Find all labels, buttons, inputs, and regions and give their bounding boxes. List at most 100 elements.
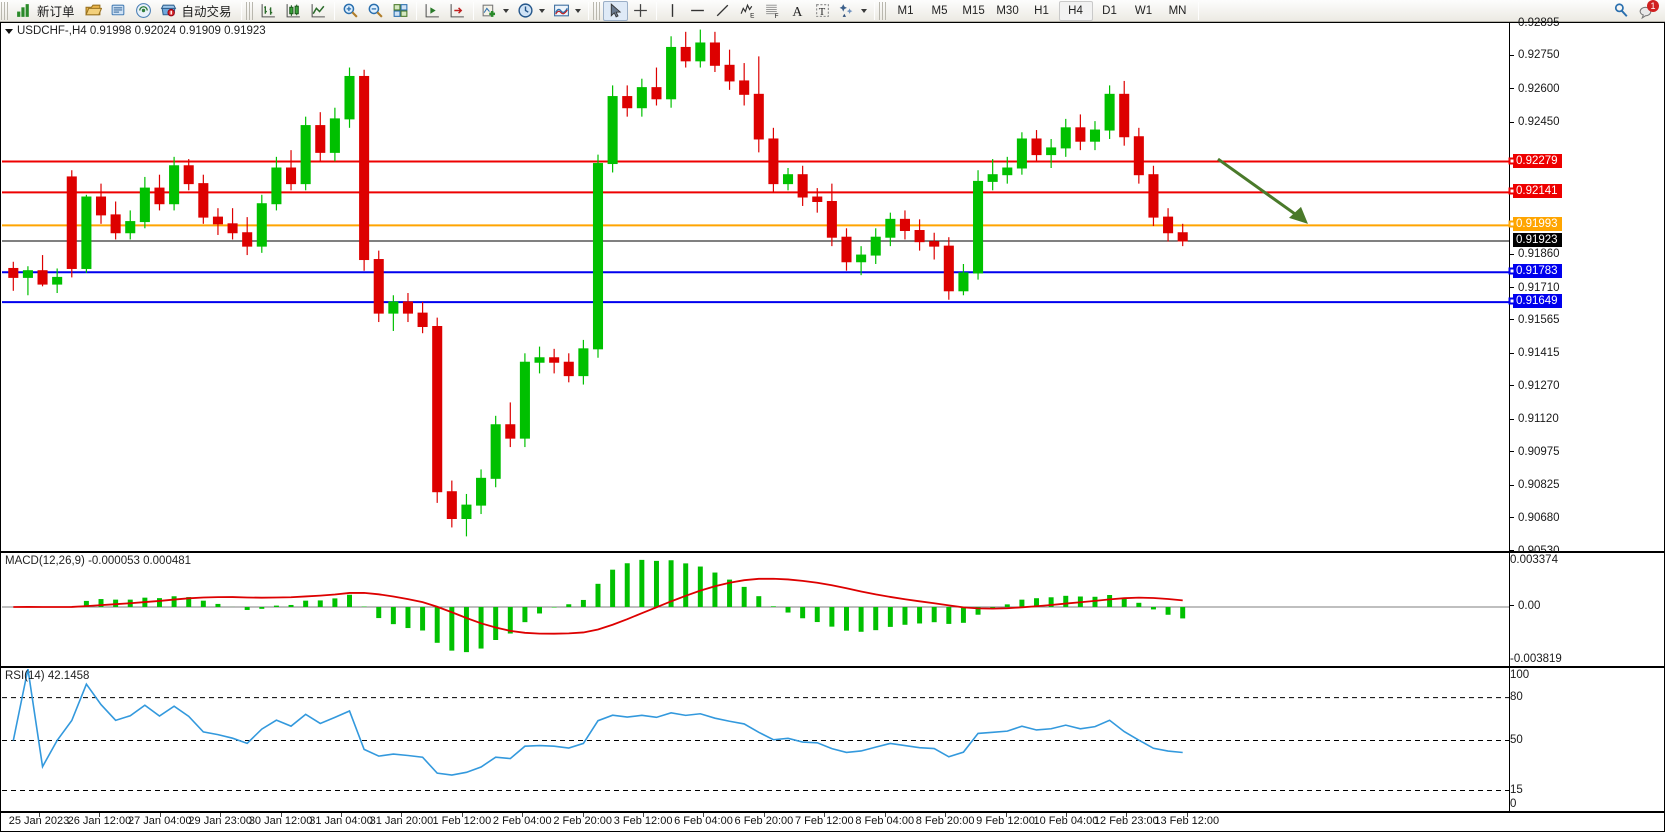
timeframe-h1[interactable]: H1 [1034,4,1049,17]
toolbar-separator [873,1,875,20]
price-tick: 0.90975 [1510,446,1560,458]
price-level-label-0.91993[interactable]: 0.91993 [1513,217,1562,232]
templates-button[interactable] [549,1,585,21]
toolbar-separator [587,1,589,20]
candlestick-chart-icon [286,4,300,18]
signals-button[interactable] [131,1,156,21]
price-plot-area[interactable] [2,24,1510,550]
chevron-down-icon[interactable] [860,8,867,13]
timeframe-d1[interactable]: D1 [1102,4,1117,17]
text-button[interactable]: A [785,1,810,21]
level-handle[interactable] [1508,220,1516,228]
time-tick: 30 Jan 12:00 [248,815,313,827]
chart-shift-icon [425,4,439,18]
timeframe-h4[interactable]: H4 [1058,0,1093,21]
auto-scroll-button[interactable] [445,1,470,21]
time-gridmark [159,813,161,817]
macd-plot-area[interactable] [2,554,1510,665]
timeframe-m30[interactable]: M30 [996,4,1019,17]
time-tick: 29 Jan 23:00 [188,815,253,827]
svg-text:F: F [774,13,778,19]
candlestick-series [2,29,1510,537]
price-level-label-0.91923[interactable]: 0.91923 [1513,233,1562,247]
time-axis[interactable]: 25 Jan 2023 26 Jan 12:00 27 Jan 04:00 29 Ja… [0,812,1665,832]
new-order-button[interactable]: 新订单 [11,1,81,21]
time-gridmark [945,813,947,817]
candlestick-chart-button[interactable] [281,1,306,21]
timeframe-mn[interactable]: MN [1168,4,1187,17]
chevron-down-icon[interactable] [574,8,581,13]
trendline-button[interactable] [710,1,735,21]
time-tick: 31 Jan 04:00 [309,815,373,827]
cursor-button[interactable] [602,0,628,21]
period-button[interactable] [513,1,549,21]
time-gridmark [1186,813,1188,817]
search-button[interactable] [1609,1,1634,21]
price-level-label-0.92279[interactable]: 0.92279 [1513,153,1562,168]
rsi-panel[interactable]: RSI(14) 42.1458 100 80 50 15 0 [0,667,1665,812]
price-level-label-0.91649[interactable]: 0.91649 [1513,294,1562,309]
time-tick: 2 Feb 20:00 [553,815,613,827]
level-handle[interactable] [1508,187,1516,195]
level-handle[interactable] [1508,157,1516,165]
price-panel[interactable]: USDCHF-,H4 0.91998 0.92024 0.91909 0.919… [0,17,1665,557]
rsi-tick: 0 [1510,798,1517,810]
timeframe-m5[interactable]: M5 [931,4,948,17]
zoom-in-icon [343,3,358,18]
time-tick: 12 Feb 23:00 [1093,815,1159,827]
price-tick: 0.92450 [1510,116,1560,128]
macd-panel[interactable]: MACD(12,26,9) -0.000053 0.000481 0.00337… [0,552,1665,667]
price-tick: 0.91565 [1510,314,1560,326]
chevron-down-icon[interactable] [502,8,509,13]
fibonacci-button[interactable]: F [760,1,785,21]
price-tick: 0.90825 [1510,479,1560,491]
time-gridmark [99,813,101,817]
vertical-line-button[interactable] [660,1,685,21]
chart-shift-button[interactable] [420,1,445,21]
rsi-tick: 100 [1510,669,1530,681]
horizontal-line-button[interactable] [685,1,710,21]
level-handle[interactable] [1508,267,1516,275]
toolbar-grip[interactable] [878,1,886,20]
chevron-down-icon[interactable] [538,8,545,13]
toolbar-separator [333,1,335,20]
toolbar-grip[interactable] [592,1,600,20]
text-label-button[interactable]: T [810,1,835,21]
level-handle[interactable] [1508,297,1516,305]
time-tick: 2 Feb 04:00 [492,815,552,827]
notifications-button[interactable]: 1 [1634,0,1659,21]
time-tick: 1 Feb 12:00 [432,815,492,827]
new-order-label: 新订单 [37,5,75,19]
line-chart-button[interactable] [306,1,331,21]
toolbar-grip[interactable] [245,1,253,20]
line-chart-icon [311,4,325,18]
add-indicator-button[interactable] [477,1,513,21]
text-label-icon: T [815,4,829,18]
price-axis[interactable]: 0.92895 0.92750 0.92600 0.92450 0.91860 0.917… [1508,17,1664,557]
time-gridmark [341,813,343,817]
price-tick: 0.90680 [1510,512,1560,524]
price-level-label-0.91783[interactable]: 0.91783 [1513,264,1562,279]
folder-button[interactable] [81,1,106,21]
price-level-label-0.92141[interactable]: 0.92141 [1513,184,1562,199]
price-tick: 0.91710 [1510,282,1560,294]
time-gridmark [461,813,463,817]
terminal-button[interactable] [106,1,131,21]
crosshair-button[interactable] [628,1,653,21]
tile-windows-button[interactable] [388,1,413,21]
rsi-plot-area[interactable] [2,669,1510,810]
bar-chart-button[interactable] [256,1,281,21]
shapes-button[interactable] [835,1,871,21]
toolbar-separator [1197,1,1199,20]
timeframe-m15[interactable]: M15 [962,4,985,17]
toolbar-grip[interactable] [1,1,8,20]
market-button[interactable]: 自动交易 [156,1,238,21]
timeframe-w1[interactable]: W1 [1134,4,1153,17]
zoom-out-button[interactable] [363,1,388,21]
elliott-wave-button[interactable]: E [735,1,760,21]
toolbar-separator [655,1,657,20]
timeframe-m1[interactable]: M1 [897,4,914,17]
zoom-in-button[interactable] [338,1,363,21]
down-trend-arrow [1217,157,1308,224]
chart-menu-caret-icon[interactable] [5,28,13,34]
